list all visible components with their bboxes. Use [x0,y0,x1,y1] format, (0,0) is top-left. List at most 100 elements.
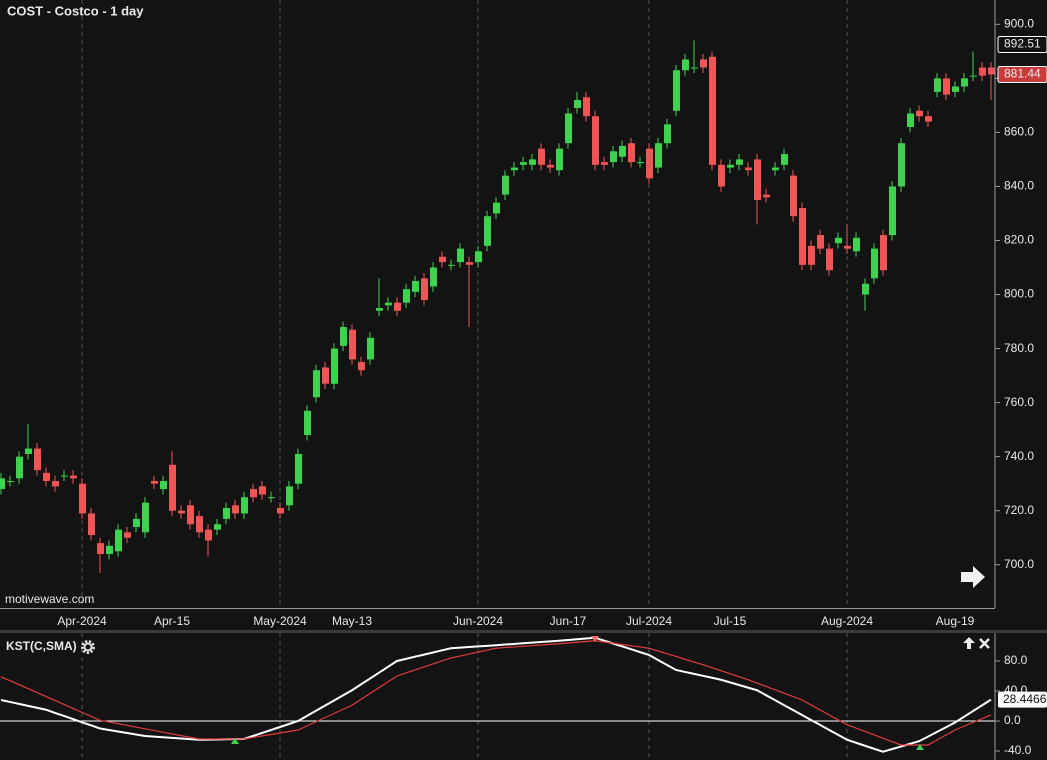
candle-body [403,289,410,303]
candle-body [979,67,986,76]
candle-body [817,235,824,249]
candle-body [718,164,725,187]
candle-body [988,67,995,75]
y-tick-label: 700.0 [1004,557,1034,571]
y-tick-label: 740.0 [1004,449,1034,463]
x-tick-label: May-13 [332,614,372,628]
candle-body [34,448,41,471]
candle-body [961,78,968,87]
candle-body [781,154,788,165]
candle-body [322,367,329,384]
y-tick-label: 720.0 [1004,503,1034,517]
candle-body [340,326,347,346]
candle-body [88,513,95,536]
candle-body [799,208,806,265]
candle-body [673,70,680,111]
candle-body [331,348,338,384]
candle-body [358,362,365,371]
candle-body [637,162,644,164]
candle-body [826,248,833,271]
value-label: 28.4466 [1003,692,1047,706]
price-label-box [997,65,1047,83]
y-tick-label: 0.0 [1004,713,1021,727]
candle-body [664,124,671,144]
candle-body [574,99,581,109]
candle-body [853,237,860,252]
candle-body [241,497,248,514]
candle-body [430,267,437,287]
panel-separator [0,630,1047,633]
candle-body [43,472,50,481]
candle-body [844,245,851,249]
plot-layer [0,0,995,760]
candle-body [7,480,14,482]
candle-body [628,143,635,163]
close-icon[interactable] [979,638,990,649]
candle-body [124,532,131,538]
candle-body [538,148,545,165]
buy-signal [231,738,239,744]
candle-body [862,283,869,295]
candle-body [187,505,194,525]
candle-body [898,143,905,187]
y-tick-label: 820.0 [1004,233,1034,247]
candle-body [754,159,761,200]
y-tick-label: 780.0 [1004,341,1034,355]
settings-icon[interactable] [81,640,95,654]
candle-body [457,248,464,263]
y-tick-label: 760.0 [1004,395,1034,409]
chart-title: COST - Costco - 1 day [7,3,144,18]
maximize-icon[interactable] [963,637,975,649]
candle-body [736,159,743,165]
y-tick-label: 900.0 [1004,16,1034,30]
candle-body [772,167,779,171]
candle-body [349,329,356,360]
price-label: 881.44 [1004,67,1041,81]
kst-line [0,640,992,746]
candle-body [763,194,770,198]
candle-body [385,302,392,306]
candle-body [61,475,68,477]
candle-body [835,237,842,244]
candle-body [952,86,959,92]
candle-body [880,235,887,271]
candle-body [583,97,590,117]
candle-body [196,516,203,533]
y-tick-label: 840.0 [1004,179,1034,193]
candle-body [223,508,230,519]
candle-body [565,113,572,144]
candle-body [250,489,257,498]
candle-body [934,78,941,92]
candle-body [484,216,491,246]
candle-body [142,502,149,533]
candle-body [214,524,221,530]
value-label-box [998,691,1047,708]
candle-body [556,148,563,171]
candle-body [610,151,617,163]
candle-body [889,186,896,236]
candle-body [601,162,608,165]
scroll-right-icon[interactable] [961,566,985,588]
candle-body [727,164,734,168]
x-tick-label: Aug-19 [936,614,975,628]
candle-body [709,56,716,165]
candle-body [313,370,320,398]
candle-body [943,78,950,95]
candle-body [115,529,122,552]
candle-body [277,508,284,514]
candle-body [367,337,374,360]
buy-signal [916,744,924,750]
price-label: 892.51 [1004,37,1041,51]
source-label: motivewave.com [5,592,94,606]
candle-body [925,116,932,122]
candle-body [268,497,275,499]
candle-body [790,175,797,217]
kst-line [0,636,992,753]
candle-body [475,251,482,263]
candle-body [25,448,32,454]
candle-body [412,281,419,292]
candle-body [295,453,302,484]
sell-signal [591,636,599,642]
candle-body [907,113,914,128]
